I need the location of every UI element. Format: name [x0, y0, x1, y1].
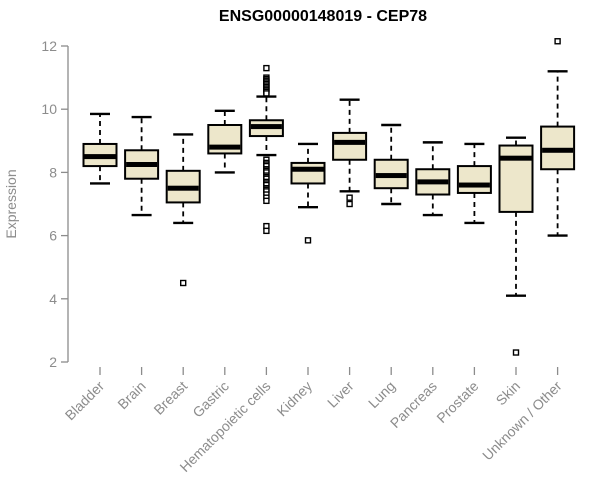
- x-tick-label: Prostate: [433, 378, 481, 426]
- median-line: [126, 162, 158, 167]
- outlier-point: [263, 64, 270, 72]
- boxplot-hematopoietic-cells: [248, 64, 284, 235]
- x-tick-label: Unknown / Other: [479, 378, 565, 464]
- iqr-box: [498, 144, 534, 213]
- boxplot-brain: [124, 115, 160, 217]
- median-line: [458, 182, 490, 188]
- boxplot-prostate: [456, 142, 492, 225]
- x-tick-label: Lung: [365, 378, 398, 411]
- y-axis-label: Expression: [3, 169, 19, 238]
- median-line: [542, 147, 574, 153]
- x-tick-label: Skin: [493, 378, 524, 409]
- y-tick-label: 8: [49, 164, 57, 180]
- boxplot-breast: [165, 133, 201, 287]
- median-line: [417, 179, 449, 185]
- outlier-point: [263, 197, 270, 205]
- chart-title: ENSG00000148019 - CEP78: [219, 8, 427, 25]
- iqr-box: [332, 131, 368, 161]
- boxplot-gastric: [207, 109, 243, 174]
- x-tick-label: Kidney: [274, 378, 316, 420]
- boxplot-skin: [498, 136, 534, 356]
- y-tick-label: 10: [41, 101, 57, 117]
- y-tick-label: 12: [41, 38, 57, 54]
- boxplot-bladder: [82, 112, 118, 185]
- y-tick-label: 4: [49, 291, 57, 307]
- outlier-point: [346, 194, 353, 201]
- boxplot-unknown-other: [540, 38, 576, 237]
- outlier-point: [263, 227, 270, 235]
- y-tick-label: 2: [49, 354, 57, 370]
- iqr-box: [290, 161, 326, 185]
- outlier-point: [263, 90, 270, 97]
- median-line: [167, 185, 199, 191]
- boxplot-pancreas: [415, 141, 451, 217]
- x-tick-label: Bladder: [62, 378, 108, 424]
- median-line: [84, 154, 116, 160]
- median-line: [500, 155, 532, 161]
- median-line: [209, 144, 241, 150]
- outlier-point: [512, 349, 520, 356]
- boxplot-lung: [373, 123, 409, 206]
- boxplot-liver: [332, 98, 368, 208]
- x-tick-label: Breast: [150, 378, 190, 418]
- x-tick-label: Liver: [324, 378, 357, 411]
- outlier-point: [179, 279, 187, 287]
- boxplot-kidney: [290, 142, 326, 244]
- x-tick-label: Brain: [114, 378, 148, 412]
- outlier-point: [346, 200, 353, 208]
- median-line: [250, 124, 282, 130]
- outlier-point: [554, 38, 561, 45]
- median-line: [334, 139, 366, 145]
- median-line: [375, 173, 407, 179]
- y-tick-label: 6: [49, 228, 57, 244]
- median-line: [292, 166, 324, 172]
- iqr-box: [456, 165, 492, 194]
- outlier-point: [304, 237, 312, 244]
